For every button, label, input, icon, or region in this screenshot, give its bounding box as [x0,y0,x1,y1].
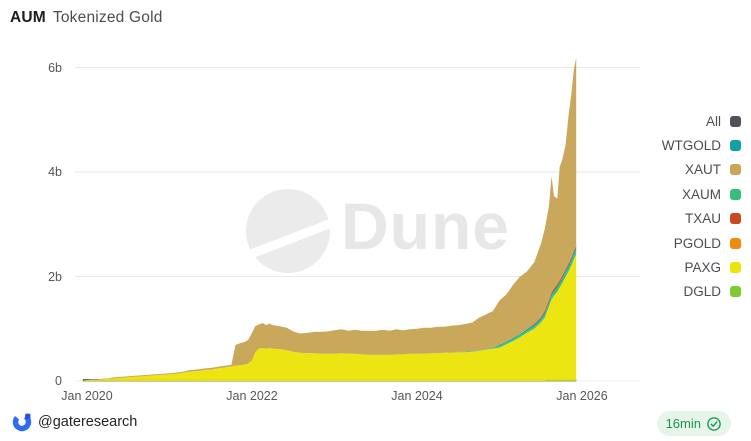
legend-item-txau[interactable]: TXAU [662,207,741,231]
legend-swatch-icon [730,188,741,200]
y-axis-label: 0 [55,374,62,388]
area-series-xaut [82,57,577,381]
refresh-badge-text: 16min [665,416,701,431]
legend-swatch-icon [730,262,741,274]
area-series-paxg [82,254,577,381]
legend-item-pgold[interactable]: PGOLD [662,231,741,255]
legend-item-wtgold[interactable]: WTGOLD [662,133,741,157]
x-axis-label: Jan 2026 [556,389,608,403]
y-axis-label: 6b [48,60,62,75]
legend-swatch-icon [730,286,741,298]
legend-label: PGOLD [673,235,721,251]
legend-swatch-icon [730,213,741,225]
legend-swatch-icon [730,164,741,176]
legend-item-dgld[interactable]: DGLD [662,280,741,304]
gate-logo-icon [12,412,32,432]
legend-swatch-icon [730,237,741,249]
footer: @gateresearch 16min [0,408,751,441]
y-axis-label: 2b [48,269,62,284]
legend-swatch-icon [730,140,741,152]
refresh-badge[interactable]: 16min [656,411,731,436]
legend-item-xaum[interactable]: XAUM [662,182,741,206]
legend-label: PAXG [684,260,721,276]
x-axis-label: Jan 2022 [226,389,278,403]
x-axis-label: Jan 2024 [391,389,443,403]
legend-swatch-icon [730,115,741,127]
legend-item-paxg[interactable]: PAXG [662,255,741,279]
chart-title-metric: AUM [10,9,46,26]
verified-check-icon [707,416,721,431]
y-axis-label: 4b [48,165,62,179]
legend-label: XAUT [684,162,721,178]
x-axis-label: Jan 2020 [61,389,113,403]
author-handle: @gateresearch [38,414,138,430]
legend-label: All [705,113,721,129]
legend-item-all[interactable]: All [662,109,741,133]
legend-label: XAUM [681,186,721,202]
legend-label: TXAU [684,211,721,227]
legend-label: DGLD [683,284,721,300]
legend: All WTGOLD XAUT XAUM TXAU PGOLD PAXG DGLD [662,109,741,304]
chart-header: AUM Tokenized Gold [10,9,163,27]
legend-label: WTGOLD [661,138,721,154]
legend-item-xaut[interactable]: XAUT [662,158,741,182]
chart-title-subject: Tokenized Gold [52,9,163,26]
